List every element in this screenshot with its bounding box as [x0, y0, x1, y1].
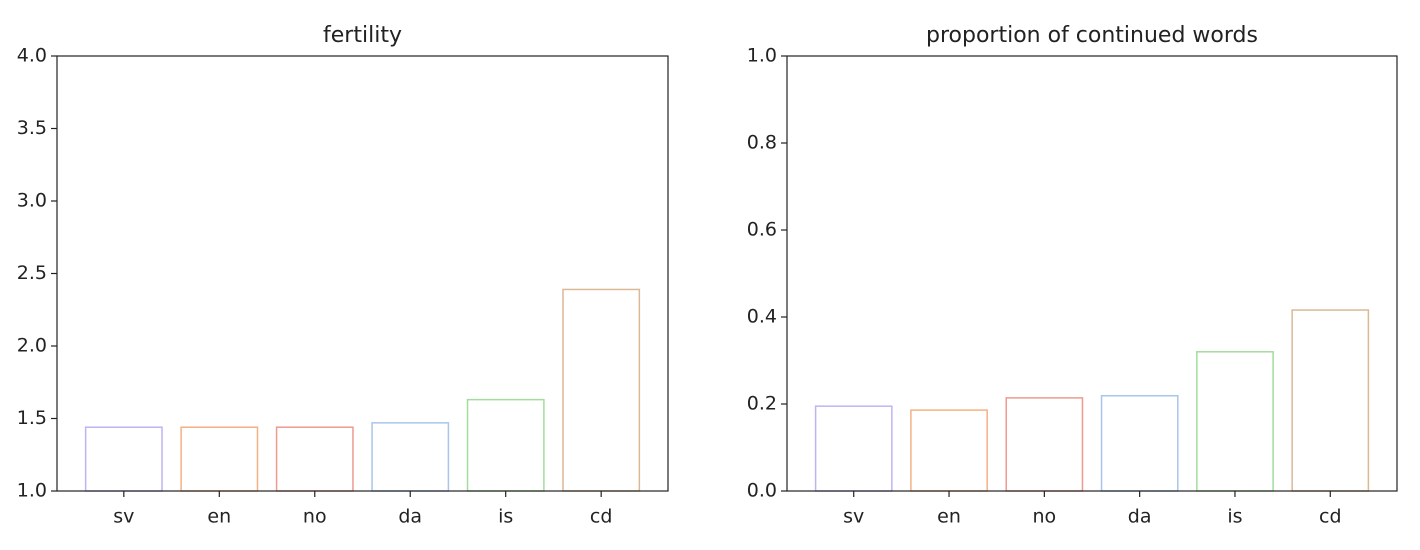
bar — [562, 288, 641, 492]
bar — [466, 398, 545, 492]
x-tick-label: en — [207, 506, 231, 528]
bar — [1196, 351, 1274, 492]
y-tick-label: 0.8 — [747, 132, 777, 154]
x-tick-label: sv — [113, 506, 134, 528]
bar — [180, 426, 259, 492]
chart-title: fertility — [323, 23, 402, 48]
bar — [814, 405, 893, 492]
y-tick-label: 3.0 — [17, 190, 47, 212]
y-tick-label: 0.4 — [747, 306, 777, 328]
y-tick-label: 2.0 — [17, 335, 47, 357]
bar — [1005, 397, 1084, 492]
y-tick-label: 1.0 — [747, 45, 777, 67]
bar — [84, 426, 163, 492]
x-tick-label: da — [1128, 506, 1152, 528]
x-tick-label: sv — [843, 506, 864, 528]
y-tick-label: 4.0 — [17, 45, 47, 67]
y-tick-label: 3.5 — [17, 117, 47, 139]
bar — [275, 426, 354, 492]
x-tick-label: no — [303, 506, 327, 528]
x-tick-label: cd — [590, 506, 613, 528]
x-tick-label: is — [498, 506, 513, 528]
x-tick-label: cd — [1319, 506, 1342, 528]
bar — [1100, 394, 1179, 492]
y-tick-label: 1.5 — [17, 407, 47, 429]
x-tick-label: is — [1227, 506, 1242, 528]
y-tick-label: 2.5 — [17, 262, 47, 284]
chart-title: proportion of continued words — [926, 23, 1258, 48]
axes-frame — [786, 55, 1398, 492]
x-tick-label: da — [398, 506, 422, 528]
y-tick-label: 0.0 — [747, 480, 777, 502]
x-tick-label: en — [937, 506, 961, 528]
bar — [1291, 309, 1370, 492]
axes-frame — [56, 55, 669, 492]
x-tick-label: no — [1033, 506, 1057, 528]
bar — [371, 422, 450, 492]
bar — [910, 409, 988, 492]
y-tick-label: 0.6 — [747, 219, 777, 241]
y-tick-label: 0.2 — [747, 393, 777, 415]
y-tick-label: 1.0 — [17, 480, 47, 502]
